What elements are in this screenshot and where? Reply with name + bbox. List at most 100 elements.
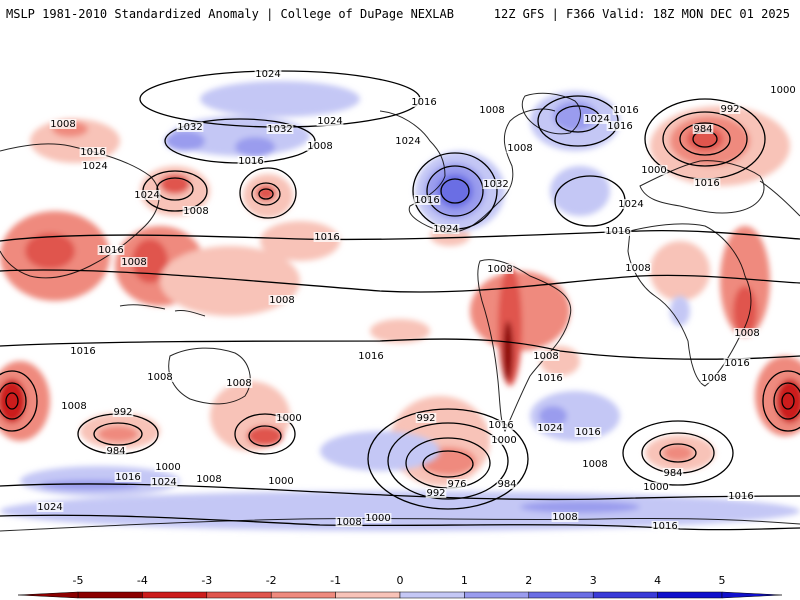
contour-label: 1016	[115, 472, 140, 483]
isobar	[422, 450, 474, 478]
contour-label: 1008	[582, 459, 607, 470]
contour-label: 1016	[537, 373, 562, 384]
contour-label-bg	[727, 491, 755, 501]
contour-label: 1016	[575, 427, 600, 438]
contour-label: 1016	[70, 346, 95, 357]
colorbar-tick: -3	[201, 574, 212, 587]
contour-label-bg	[583, 114, 611, 124]
isobar	[762, 370, 800, 432]
contour-label-bg	[723, 358, 751, 368]
contour-label: 976	[447, 479, 466, 490]
contour-label-bg	[410, 97, 438, 107]
anomaly-blob	[165, 131, 205, 151]
contour-label: 1008	[552, 512, 577, 523]
isobar	[662, 111, 748, 167]
contour-label-bg	[112, 407, 134, 417]
contour-label: 984	[663, 468, 682, 479]
anomaly-blob	[160, 246, 300, 316]
contour-label-bg	[719, 104, 741, 114]
contour-label: 1024	[618, 199, 643, 210]
contour-label: 1000	[643, 482, 668, 493]
contour-label: 1008	[61, 401, 86, 412]
anomaly-blob	[550, 166, 610, 216]
isobar	[5, 392, 19, 410]
contour-label: 1000	[641, 165, 666, 176]
contour-label: 1008	[487, 264, 512, 275]
isobar	[0, 230, 800, 242]
contour-label-bg	[432, 224, 460, 234]
contour-label: 1032	[267, 124, 292, 135]
contour-label-bg	[133, 190, 161, 200]
isobar	[251, 182, 281, 206]
contour-label-bg	[700, 373, 728, 383]
isobar	[387, 422, 509, 500]
contour-label-bg	[313, 232, 341, 242]
contour-label-bg	[79, 147, 107, 157]
contour-label-bg	[532, 351, 560, 361]
contour-label: 984	[693, 124, 712, 135]
anomaly-blob	[650, 241, 710, 301]
anomaly-blob	[200, 81, 360, 117]
contour-label-bg	[693, 178, 721, 188]
contour-label-bg	[146, 372, 174, 382]
contour-label: 1008	[269, 295, 294, 306]
contour-label: 1000	[491, 435, 516, 446]
contour-label-bg	[612, 105, 640, 115]
contour-label: 1016	[488, 420, 513, 431]
isobar	[622, 420, 734, 486]
contour-label: 984	[497, 479, 516, 490]
colorbar-tick: -2	[266, 574, 277, 587]
isobar	[0, 514, 800, 531]
contour-label: 1016	[728, 491, 753, 502]
contour-label-bg	[268, 295, 296, 305]
contour-label: 1008	[147, 372, 172, 383]
contour-label-bg	[306, 141, 334, 151]
contour-label-bg	[733, 328, 761, 338]
contour-label-bg	[266, 124, 294, 134]
contour-label: 1024	[255, 69, 280, 80]
colorbar-tick: -1	[330, 574, 341, 587]
anomaly-blob	[370, 319, 430, 343]
isobar	[239, 167, 297, 219]
contour-label: 1016	[238, 156, 263, 167]
contour-label-bg	[60, 401, 88, 411]
map-title: MSLP 1981-2010 Standardized Anomaly | Co…	[6, 7, 454, 21]
colorbar-swatch	[270, 591, 336, 599]
anomaly-blob	[663, 445, 693, 461]
contour-label-bg	[606, 121, 634, 131]
anomaly-blob	[320, 431, 440, 471]
coastline-australia	[168, 347, 251, 405]
contour-label: 1008	[625, 263, 650, 274]
contour-label: 1000	[365, 513, 390, 524]
contour-label: 1008	[701, 373, 726, 384]
contour-label: 1000	[155, 462, 180, 473]
coastline-europe	[639, 160, 765, 214]
colorbar-swatches	[17, 591, 783, 599]
contour-label-bg	[267, 476, 295, 486]
contour-label-bg	[604, 226, 632, 236]
contour-label: 992	[113, 407, 132, 418]
colorbar-tick: 2	[525, 574, 532, 587]
isobar	[0, 269, 800, 293]
colorbar-tick: 1	[461, 574, 468, 587]
contour-label-bg	[662, 468, 684, 478]
contour-label-bg	[642, 482, 670, 492]
colorbar-tick: 3	[590, 574, 597, 587]
contour-label-bg	[254, 69, 282, 79]
coastline-africa	[627, 223, 752, 387]
colorbar: -5 -4 -3 -2 -1 0 1 2 3 4 5	[17, 574, 783, 599]
isobar	[248, 425, 282, 447]
contour-label: 1032	[177, 122, 202, 133]
anomaly-blob	[520, 501, 640, 513]
contour-label-bg	[478, 105, 506, 115]
contour-label-bg	[486, 264, 514, 274]
isobar	[0, 483, 800, 501]
contour-label-bg	[482, 179, 510, 189]
anomaly-blob	[160, 174, 190, 194]
contour-label-bg	[225, 378, 253, 388]
isobar	[679, 122, 731, 156]
coastline-asia-east	[759, 180, 800, 217]
contour-label: 1016	[314, 232, 339, 243]
colorbar-tick: 0	[397, 574, 404, 587]
